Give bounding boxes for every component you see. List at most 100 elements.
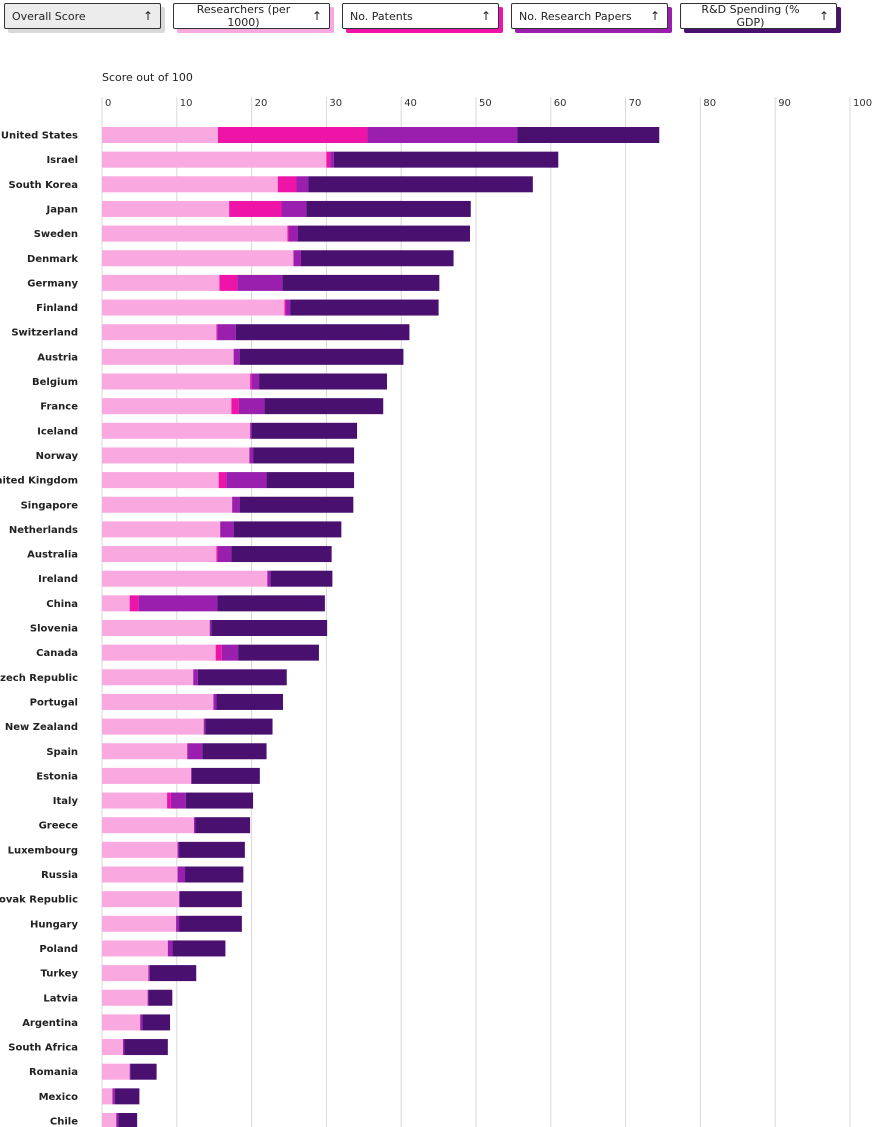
bar-segment	[229, 200, 282, 217]
category-label: Portugal	[30, 697, 78, 708]
bar-segment	[289, 225, 298, 242]
bar-segment	[102, 767, 192, 784]
bar-segment	[102, 521, 221, 538]
bar-segment	[102, 546, 217, 563]
bar-segment	[333, 151, 559, 168]
category-label: Belgium	[32, 377, 78, 388]
bar-segment	[211, 620, 328, 636]
bar-segment	[102, 817, 195, 834]
bar-segment	[102, 644, 216, 661]
bar-segment	[250, 422, 252, 439]
chart-subtitle: Score out of 100	[102, 71, 193, 84]
bar-segment	[193, 669, 198, 686]
category-label: United Kingdom	[0, 476, 78, 487]
sort-overall-score-button[interactable]: Overall Score ↑	[4, 3, 161, 29]
bar-segment	[232, 496, 240, 513]
category-label: Singapore	[21, 500, 79, 511]
bar-segment	[249, 447, 254, 464]
sort-button-label: No. Research Papers	[519, 9, 632, 23]
bar-segment	[251, 373, 260, 390]
bar-segment	[122, 1039, 125, 1056]
bar-segment	[179, 891, 180, 908]
bar-segment	[102, 496, 233, 513]
bar-segment	[179, 915, 242, 932]
bar-segment	[102, 693, 214, 710]
category-label: Argentina	[22, 1018, 78, 1029]
bar-segment	[217, 324, 236, 341]
bar-segment	[118, 1113, 138, 1127]
bar-segment	[266, 472, 355, 489]
bar-segment	[102, 965, 149, 982]
bar-segment	[102, 250, 294, 267]
x-tick-label: 80	[703, 98, 716, 109]
x-tick-label: 40	[404, 98, 417, 109]
bar-segment	[194, 817, 196, 834]
bar-segment	[215, 644, 222, 661]
bar-segment	[114, 1088, 140, 1105]
bar-segment	[202, 743, 267, 760]
bar-segment	[250, 373, 252, 390]
sort-button-label: R&D Spending (% GDP)	[701, 3, 800, 29]
sort-researchers-button[interactable]: Researchers (per 1000) ↑	[173, 3, 330, 29]
sort-rd-spending-button[interactable]: R&D Spending (% GDP) ↑	[680, 3, 837, 29]
category-label: Israel	[46, 155, 78, 166]
bar-segment	[306, 200, 471, 217]
x-tick-label: 0	[105, 98, 111, 109]
bar-segment	[102, 1063, 130, 1080]
category-label: Slovak Republic	[0, 895, 78, 906]
bar-segment	[102, 299, 285, 316]
bar-segment	[142, 1014, 171, 1031]
bar-segment	[185, 866, 244, 883]
bar-segment	[233, 348, 240, 365]
bar-segment	[270, 570, 333, 587]
bar-segment	[287, 225, 289, 242]
sort-research-papers-button[interactable]: No. Research Papers ↑	[511, 3, 668, 29]
bar-segment	[217, 595, 325, 612]
sort-button-label: No. Patents	[350, 9, 413, 23]
bar-segment	[129, 595, 139, 612]
category-label: Slovenia	[30, 624, 78, 635]
sort-patents-button[interactable]: No. Patents ↑	[342, 3, 499, 29]
category-label: Iceland	[37, 426, 78, 437]
bar-segment	[217, 127, 368, 143]
bar-segment	[116, 1113, 119, 1127]
bar-segment	[259, 373, 387, 390]
bar-segment	[308, 176, 533, 193]
category-label: New Zealand	[5, 722, 78, 733]
bar-segment	[251, 422, 358, 439]
category-label: Hungary	[30, 919, 78, 930]
category-label: Spain	[46, 747, 78, 758]
bar-segment	[217, 546, 232, 563]
bar-segment	[102, 915, 177, 932]
bar-segment	[102, 127, 218, 143]
category-label: Netherlands	[9, 525, 78, 536]
bar-segment	[102, 225, 288, 242]
x-tick-label: 60	[554, 98, 567, 109]
category-label: Canada	[36, 648, 78, 659]
bar-segment	[197, 669, 287, 686]
bar-segment	[102, 570, 268, 587]
bar-segment	[102, 398, 232, 415]
bar-segment	[102, 373, 251, 390]
arrow-up-icon: ↑	[311, 9, 322, 23]
category-label: Finland	[36, 303, 78, 314]
bar-segment	[148, 989, 173, 1006]
category-label: Poland	[39, 944, 78, 955]
bar-segment	[102, 472, 219, 489]
bar-segment	[148, 965, 150, 982]
bar-segment	[167, 940, 173, 957]
bar-segment	[102, 176, 278, 193]
arrow-up-icon: ↑	[818, 9, 829, 23]
bar-segment	[102, 620, 210, 636]
category-label: Italy	[53, 796, 79, 807]
category-label: Austria	[37, 352, 78, 363]
bar-segment	[170, 792, 186, 809]
category-label: Luxembourg	[8, 845, 78, 856]
bar-segment	[238, 398, 265, 415]
bar-segment	[102, 348, 234, 365]
category-label: Mexico	[39, 1092, 79, 1103]
bar-segment	[205, 718, 273, 735]
bar-segment	[177, 841, 180, 858]
bar-segment	[167, 792, 171, 809]
bar-segment	[286, 299, 291, 316]
